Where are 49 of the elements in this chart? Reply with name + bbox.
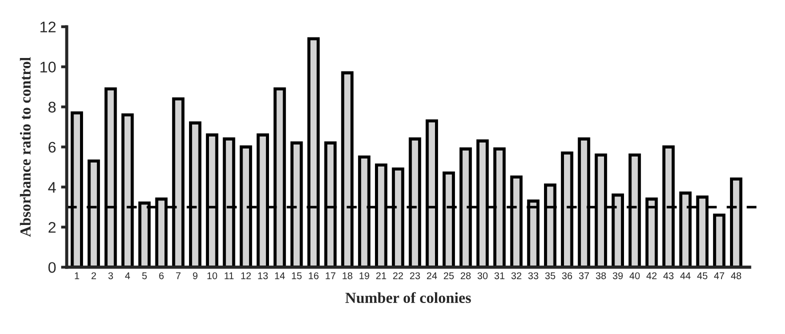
y-tick-label: 10 <box>40 62 56 72</box>
x-tick-label: 36 <box>562 272 572 280</box>
x-tick-label: 5 <box>142 272 147 280</box>
x-tick-label: 3 <box>108 272 113 280</box>
x-tick-label: 33 <box>528 272 538 280</box>
x-tick-label: 45 <box>697 272 708 280</box>
x-tick-label: 30 <box>478 272 488 280</box>
x-tick-label: 18 <box>342 272 352 280</box>
x-tick-label: 25 <box>444 272 454 280</box>
y-tick-label: 6 <box>48 142 56 153</box>
x-tick-label: 12 <box>241 272 251 280</box>
x-tick-label: 31 <box>494 272 504 280</box>
x-tick-label: 15 <box>292 272 302 280</box>
x-tick-label: 7 <box>176 272 181 280</box>
x-tick-label: 32 <box>511 272 522 280</box>
y-tick-label: 0 <box>48 262 56 273</box>
x-tick-label: 24 <box>426 272 437 280</box>
x-tick-label: 28 <box>460 272 471 280</box>
x-tick-label: 14 <box>275 272 285 280</box>
x-tick-label: 19 <box>360 272 370 280</box>
x-tick-label: 43 <box>663 272 674 280</box>
x-tick-label: 10 <box>207 272 218 280</box>
x-tick-label: 6 <box>159 272 164 280</box>
x-tick-label: 47 <box>714 272 724 280</box>
x-tick-label: 13 <box>258 272 268 280</box>
x-tick-label: 38 <box>596 272 606 280</box>
x-tick-label: 11 <box>224 272 234 280</box>
x-tick-label: 23 <box>410 272 420 280</box>
x-tick-label: 21 <box>376 272 386 280</box>
x-tick-label: 16 <box>308 272 319 280</box>
x-tick-label: 22 <box>393 272 403 280</box>
y-tick-label: 4 <box>48 182 56 193</box>
x-tick-label: 37 <box>578 272 589 280</box>
y-tick-label: 2 <box>48 222 56 233</box>
x-tick-label: 42 <box>646 272 657 280</box>
x-tick-label: 17 <box>326 272 336 280</box>
x-tick-label: 35 <box>545 272 556 280</box>
y-tick-label: 12 <box>40 22 56 32</box>
x-tick-label: 1 <box>74 272 80 280</box>
x-tick-label: 40 <box>630 272 640 280</box>
x-axis-title: Number of colonies <box>345 292 471 304</box>
x-tick-label: 2 <box>92 272 96 280</box>
y-axis-title: Absorbance ratio to control <box>20 57 31 237</box>
x-tick-label: 4 <box>125 272 130 280</box>
y-tick-label: 8 <box>48 102 56 113</box>
x-tick-label: 48 <box>730 272 742 280</box>
x-tick-label: 44 <box>680 272 691 280</box>
x-tick-label: 9 <box>192 272 198 280</box>
x-tick-label: 39 <box>612 272 623 280</box>
